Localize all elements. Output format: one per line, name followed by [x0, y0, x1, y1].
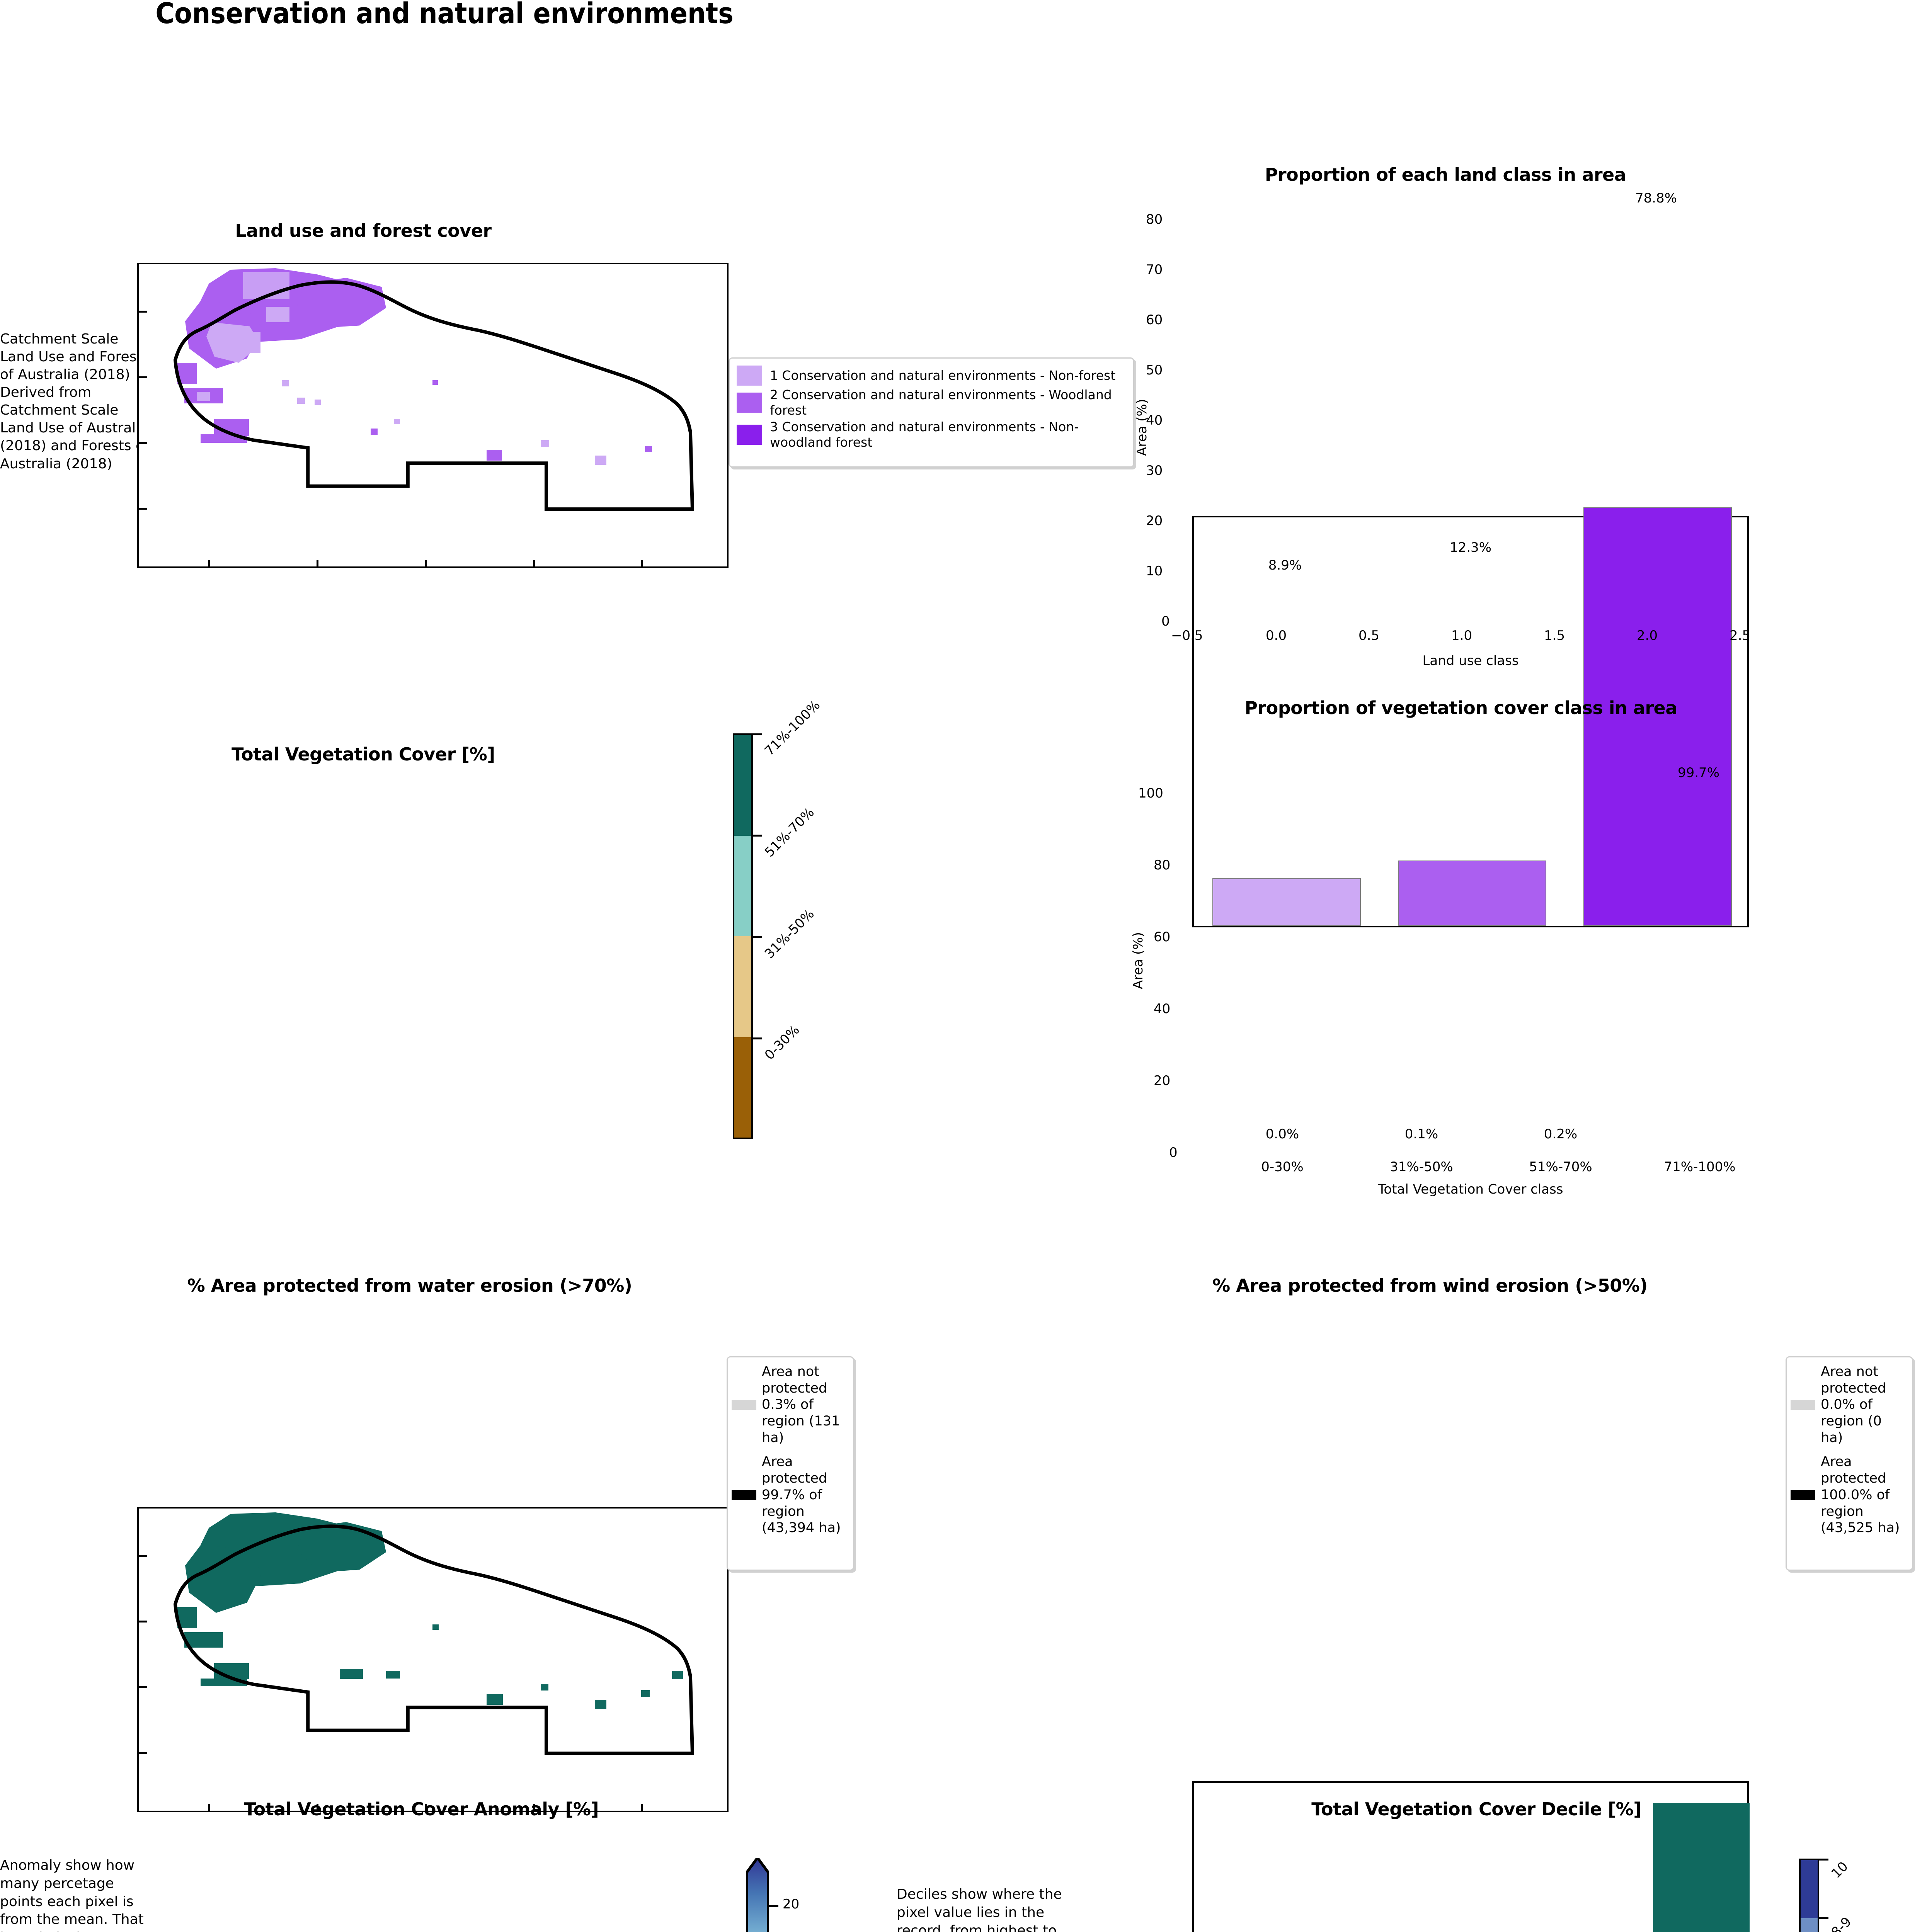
- legend-item: 3 Conservation and natural environments …: [737, 419, 1126, 450]
- bar-value-label: 8.9%: [1268, 558, 1302, 573]
- x-tick-label: 71%-100%: [1664, 1159, 1736, 1175]
- x-axis-label: Land use class: [1422, 653, 1519, 668]
- bar-value-label: 0.1%: [1404, 1126, 1438, 1142]
- legend-label: 2 Conservation and natural environments …: [770, 387, 1112, 418]
- anomaly-colorbar: [745, 1855, 770, 1932]
- catchment-outline: [173, 280, 695, 511]
- bar: [1398, 860, 1546, 926]
- y-tick-label: 10: [1146, 563, 1163, 579]
- y-tick-label: 40: [1146, 413, 1163, 428]
- y-tick-label: 100: [1138, 786, 1163, 801]
- y-tick-label: 0: [1161, 614, 1170, 629]
- colorbar-tick-label: 31%-50%: [761, 906, 817, 962]
- decile-map-title: Total Vegetation Cover Decile [%]: [1311, 1799, 1641, 1820]
- bar: [1583, 507, 1732, 926]
- legend-item: Area protected 99.7% of region (43,394 h…: [732, 1454, 849, 1536]
- land-use-map: [137, 263, 729, 568]
- x-tick-label: 1.0: [1451, 628, 1472, 643]
- x-tick-label: 2.0: [1637, 628, 1658, 643]
- water-erosion-map-title: % Area protected from water erosion (>70…: [187, 1275, 632, 1296]
- legend-swatch: [737, 424, 762, 445]
- colorbar-tick-label: 71%-100%: [761, 697, 823, 759]
- legend-swatch: [737, 392, 762, 413]
- y-tick-label: 60: [1146, 312, 1163, 328]
- colorbar-tick-label: 51%-70%: [761, 804, 817, 861]
- land-use-legend: 1 Conservation and natural environments …: [729, 357, 1134, 468]
- legend-label: Area protected 100.0% of region (43,525 …: [1821, 1454, 1900, 1536]
- legend-item: 2 Conservation and natural environments …: [737, 387, 1126, 418]
- veg-class-chart-plot: [1192, 1781, 1750, 1932]
- legend-swatch: [732, 1400, 756, 1410]
- legend-label: Area not protected 0.3% of region (131 h…: [762, 1364, 840, 1446]
- bar: [1212, 878, 1361, 926]
- legend-swatch: [1791, 1400, 1815, 1410]
- water-erosion-legend: Area not protected 0.3% of region (131 h…: [727, 1356, 854, 1571]
- catchment-outline: [173, 1524, 695, 1755]
- decile-note: Deciles show where the pixel value lies …: [897, 1886, 1062, 1932]
- y-tick-label: 20: [1154, 1073, 1171, 1088]
- legend-swatch: [737, 366, 762, 386]
- wind-erosion-map-title: % Area protected from wind erosion (>50%…: [1212, 1275, 1648, 1296]
- colorbar-tick-label: 10: [1828, 1859, 1851, 1882]
- land-class-chart-title: Proportion of each land class in area: [1265, 164, 1626, 185]
- colorbar-tick-label: 20: [783, 1896, 800, 1912]
- legend-item: Area protected 100.0% of region (43,525 …: [1791, 1454, 1908, 1536]
- legend-item: Area not protected 0.3% of region (131 h…: [732, 1364, 849, 1446]
- bar-value-label: 12.3%: [1449, 540, 1491, 555]
- x-tick-label: 0.0: [1266, 628, 1287, 643]
- legend-label: 1 Conservation and natural environments …: [770, 368, 1116, 383]
- x-tick-label: 2.5: [1730, 628, 1751, 643]
- legend-label: Area protected 99.7% of region (43,394 h…: [762, 1454, 841, 1536]
- y-axis-label: Area (%): [1134, 399, 1150, 456]
- colorbar-tick-label: 0-30%: [761, 1022, 803, 1063]
- x-axis-label: Total Vegetation Cover class: [1378, 1182, 1563, 1197]
- page-title: Conservation and natural environments: [155, 0, 734, 30]
- bar-value-label: 99.7%: [1677, 765, 1719, 781]
- legend-swatch: [732, 1490, 756, 1500]
- y-tick-label: 50: [1146, 362, 1163, 378]
- y-tick-label: 40: [1154, 1001, 1171, 1017]
- land-class-chart-plot: [1192, 507, 1749, 927]
- veg-cover-map: [137, 1507, 729, 1812]
- decile-colorbar: [1799, 1859, 1819, 1932]
- x-tick-label: 1.5: [1544, 628, 1565, 643]
- veg-class-chart-title: Proportion of vegetation cover class in …: [1244, 697, 1677, 718]
- legend-item: Area not protected 0.0% of region (0 ha): [1791, 1364, 1908, 1446]
- legend-label: 3 Conservation and natural environments …: [770, 419, 1079, 450]
- legend-item: 1 Conservation and natural environments …: [737, 366, 1126, 386]
- bar: [1653, 1803, 1750, 1932]
- y-tick-label: 20: [1146, 513, 1163, 529]
- legend-swatch: [1791, 1490, 1815, 1500]
- y-axis-label: Area (%): [1130, 932, 1146, 989]
- y-tick-label: 70: [1146, 262, 1163, 277]
- x-tick-label: 51%-70%: [1529, 1159, 1592, 1175]
- x-tick-label: 31%-50%: [1390, 1159, 1453, 1175]
- y-tick-label: 60: [1154, 929, 1171, 945]
- bar-value-label: 78.8%: [1635, 190, 1677, 206]
- veg-cover-map-title: Total Vegetation Cover [%]: [232, 744, 495, 765]
- wind-erosion-legend: Area not protected 0.0% of region (0 ha)…: [1786, 1356, 1913, 1571]
- colorbar-tick-label: 8-9: [1828, 1914, 1855, 1932]
- veg-cover-pixels: [139, 1509, 727, 1811]
- y-tick-label: 80: [1154, 857, 1171, 873]
- veg-cover-colorbar: [733, 733, 753, 1139]
- y-tick-label: 80: [1146, 212, 1163, 227]
- x-tick-label: 0.5: [1358, 628, 1380, 643]
- anomaly-map-title: Total Vegetation Cover Anomaly [%]: [243, 1799, 599, 1820]
- land-use-map-title: Land use and forest cover: [235, 220, 492, 241]
- bar-value-label: 0.0%: [1265, 1126, 1299, 1142]
- land-use-source-note: Catchment Scale Land Use and Forests of …: [0, 331, 150, 472]
- x-tick-label: 0-30%: [1261, 1159, 1304, 1175]
- bar-value-label: 0.2%: [1544, 1126, 1578, 1142]
- x-tick-label: −0.5: [1171, 628, 1203, 643]
- anomaly-note: Anomaly show how many percetage points e…: [0, 1857, 144, 1932]
- y-tick-label: 30: [1146, 463, 1163, 478]
- y-tick-label: 0: [1169, 1145, 1178, 1160]
- legend-label: Area not protected 0.0% of region (0 ha): [1821, 1364, 1886, 1446]
